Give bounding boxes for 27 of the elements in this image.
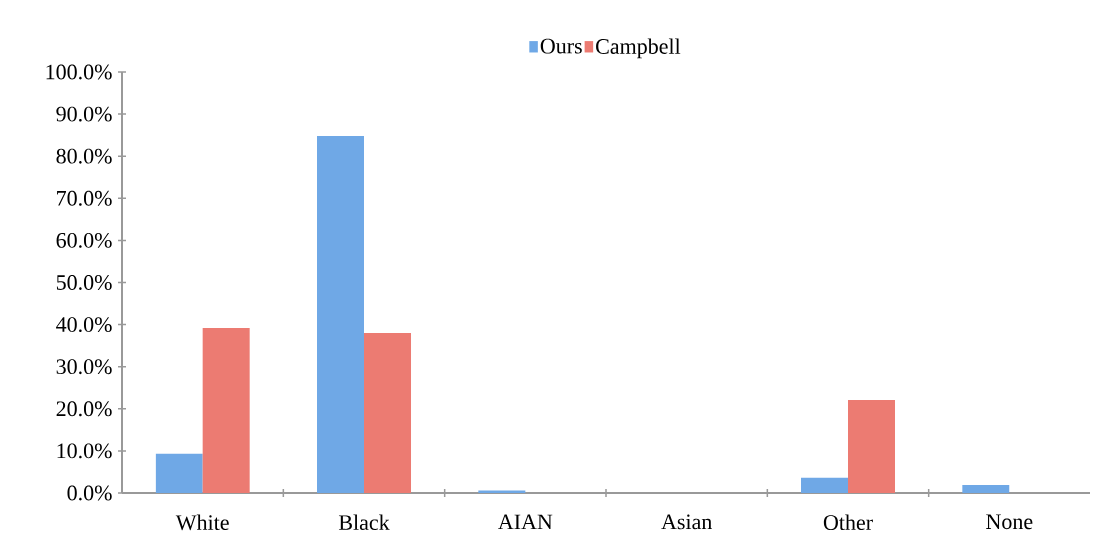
bar: [848, 399, 895, 493]
x-tick-label: AIAN: [498, 514, 553, 530]
x-tick-label: Black: [338, 514, 390, 531]
y-tick-label: 100.0%: [46, 64, 112, 80]
bar: [364, 333, 411, 493]
legend-label: Ours: [540, 38, 582, 54]
y-tick-label: 40.0%: [56, 317, 112, 333]
y-tick-label: 0.0%: [67, 485, 112, 501]
bar: [801, 477, 848, 493]
y-tick-label: 30.0%: [56, 359, 112, 375]
x-tick-label: Asian: [661, 514, 712, 530]
y-tick-label: 60.0%: [56, 232, 112, 248]
bar: [962, 485, 1010, 493]
y-tick-label: 20.0%: [56, 401, 112, 417]
y-tick-label: 50.0%: [56, 275, 112, 290]
y-tick-label: 80.0%: [56, 148, 112, 164]
bar: [202, 327, 250, 493]
x-tick-label: Other: [823, 514, 873, 531]
x-tick-label: None: [986, 514, 1033, 530]
legend-label: Campbell: [596, 38, 681, 59]
bar: [155, 453, 203, 493]
y-tick-label: 10.0%: [57, 443, 112, 459]
bar: [317, 135, 364, 493]
y-tick-label: 90.0%: [56, 106, 112, 122]
bar: [478, 490, 526, 493]
x-tick-label: White: [175, 514, 229, 531]
y-tick-label: 70.0%: [57, 190, 112, 206]
